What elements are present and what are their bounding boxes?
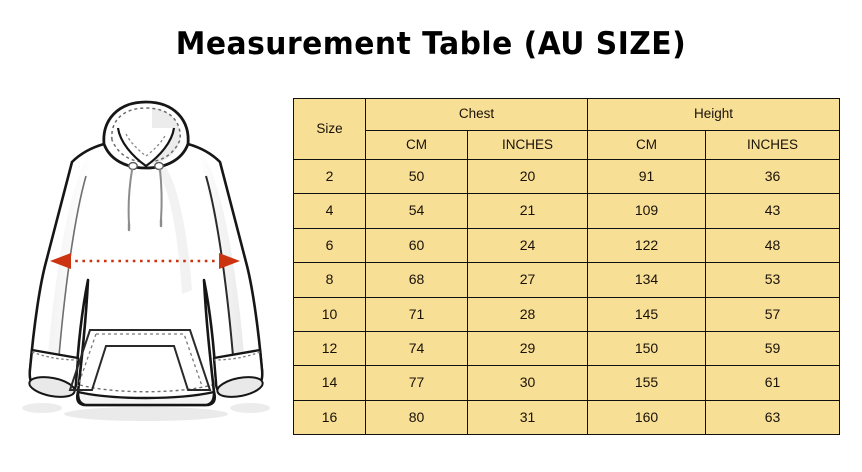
cell-chest_in: 21 — [467, 193, 588, 229]
hoodie-hem — [76, 390, 216, 407]
table-header-sub-row: CM INCHES CM INCHES — [294, 130, 840, 160]
cell-height_cm: 91 — [587, 158, 706, 195]
header-height-inches: INCHES — [705, 130, 840, 160]
cell-height_in: 61 — [705, 365, 840, 401]
table-head: Size Chest Height CM INCHES CM INCHES — [293, 98, 840, 160]
cell-height_cm: 134 — [587, 262, 706, 298]
table-row: 8 68 27 134 53 — [293, 262, 840, 298]
cell-chest_cm: 68 — [365, 262, 468, 298]
cell-size: 14 — [293, 365, 366, 401]
cell-chest_cm: 50 — [365, 158, 468, 195]
table-row: 14 77 30 155 61 — [293, 365, 840, 401]
cell-height_cm: 155 — [587, 365, 706, 401]
cell-chest_cm: 54 — [365, 193, 468, 229]
cell-height_in: 63 — [705, 399, 840, 436]
cell-height_cm: 160 — [587, 399, 706, 436]
cell-chest_in: 31 — [467, 399, 588, 436]
cell-height_in: 36 — [705, 158, 840, 195]
header-height-cm: CM — [587, 130, 706, 160]
chest-arrow-head-left — [50, 253, 71, 269]
cell-chest_cm: 74 — [365, 330, 468, 367]
chest-width-arrow — [50, 253, 240, 269]
cell-chest_in: 29 — [467, 330, 588, 367]
hood-inner-opening — [116, 127, 176, 168]
cell-height_in: 57 — [705, 296, 840, 332]
header-chest-cm: CM — [365, 130, 468, 160]
cell-height_in: 53 — [705, 262, 840, 298]
left-cuff-opening — [28, 376, 76, 398]
table-body: 2 50 20 91 36 4 54 21 109 43 6 60 24 122 48 8 68 27 134 53 1… — [293, 158, 840, 436]
right-cuff-shadow — [230, 403, 270, 413]
cell-height_cm: 122 — [587, 227, 706, 264]
cell-chest_in: 30 — [467, 365, 588, 401]
table-header-group-row: Size Chest Height — [293, 98, 840, 160]
cell-size: 4 — [293, 193, 366, 229]
cell-chest_cm: 60 — [365, 227, 468, 264]
hoodie-illustration — [2, 84, 290, 460]
cell-height_in: 43 — [705, 193, 840, 229]
page-title: Measurement Table (AU SIZE) — [175, 26, 687, 62]
table-row: 12 74 29 150 59 — [293, 330, 840, 367]
left-cuff-shadow — [22, 403, 62, 413]
cell-size: 2 — [293, 158, 366, 195]
right-eyelet — [154, 161, 164, 171]
header-chest: Chest — [365, 98, 588, 131]
right-sleeve-shading — [198, 150, 244, 364]
right-cuff-opening — [216, 376, 264, 398]
cell-height_in: 48 — [705, 227, 840, 264]
hem-shadow — [64, 407, 228, 421]
right-drawstring — [159, 169, 163, 221]
cell-chest_in: 24 — [467, 227, 588, 264]
hood-stitch — [111, 107, 181, 163]
table-row: 4 54 21 109 43 — [293, 193, 840, 229]
cell-height_cm: 145 — [587, 296, 706, 332]
body-right-shading — [156, 162, 192, 294]
left-sleeve-shading — [48, 150, 94, 364]
cell-chest_in: 28 — [467, 296, 588, 332]
cell-chest_in: 20 — [467, 158, 588, 195]
chest-arrow-head-right — [219, 253, 240, 269]
cell-chest_cm: 71 — [365, 296, 468, 332]
cell-chest_cm: 77 — [365, 365, 468, 401]
table-row: 10 71 28 145 57 — [293, 296, 840, 332]
cell-chest_cm: 80 — [365, 399, 468, 436]
neck-stitch — [125, 133, 167, 157]
cell-size: 10 — [293, 296, 366, 332]
cell-height_cm: 109 — [587, 193, 706, 229]
cell-size: 8 — [293, 262, 366, 298]
cell-chest_in: 27 — [467, 262, 588, 298]
header-chest-inches: INCHES — [467, 130, 588, 160]
cell-size: 6 — [293, 227, 366, 264]
header-size: Size — [293, 98, 366, 160]
cell-height_cm: 150 — [587, 330, 706, 367]
header-height: Height — [587, 98, 840, 131]
left-eyelet — [128, 161, 138, 171]
cell-size: 16 — [293, 399, 366, 436]
hoodie-svg — [22, 100, 270, 421]
table-row: 6 60 24 122 48 — [293, 227, 840, 264]
cell-size: 12 — [293, 330, 366, 367]
pocket-outline — [68, 329, 212, 391]
cell-height_in: 59 — [705, 330, 840, 367]
left-drawstring — [127, 169, 133, 225]
table-row: 16 80 31 160 63 — [293, 399, 840, 436]
table-row: 2 50 20 91 36 — [293, 158, 840, 195]
